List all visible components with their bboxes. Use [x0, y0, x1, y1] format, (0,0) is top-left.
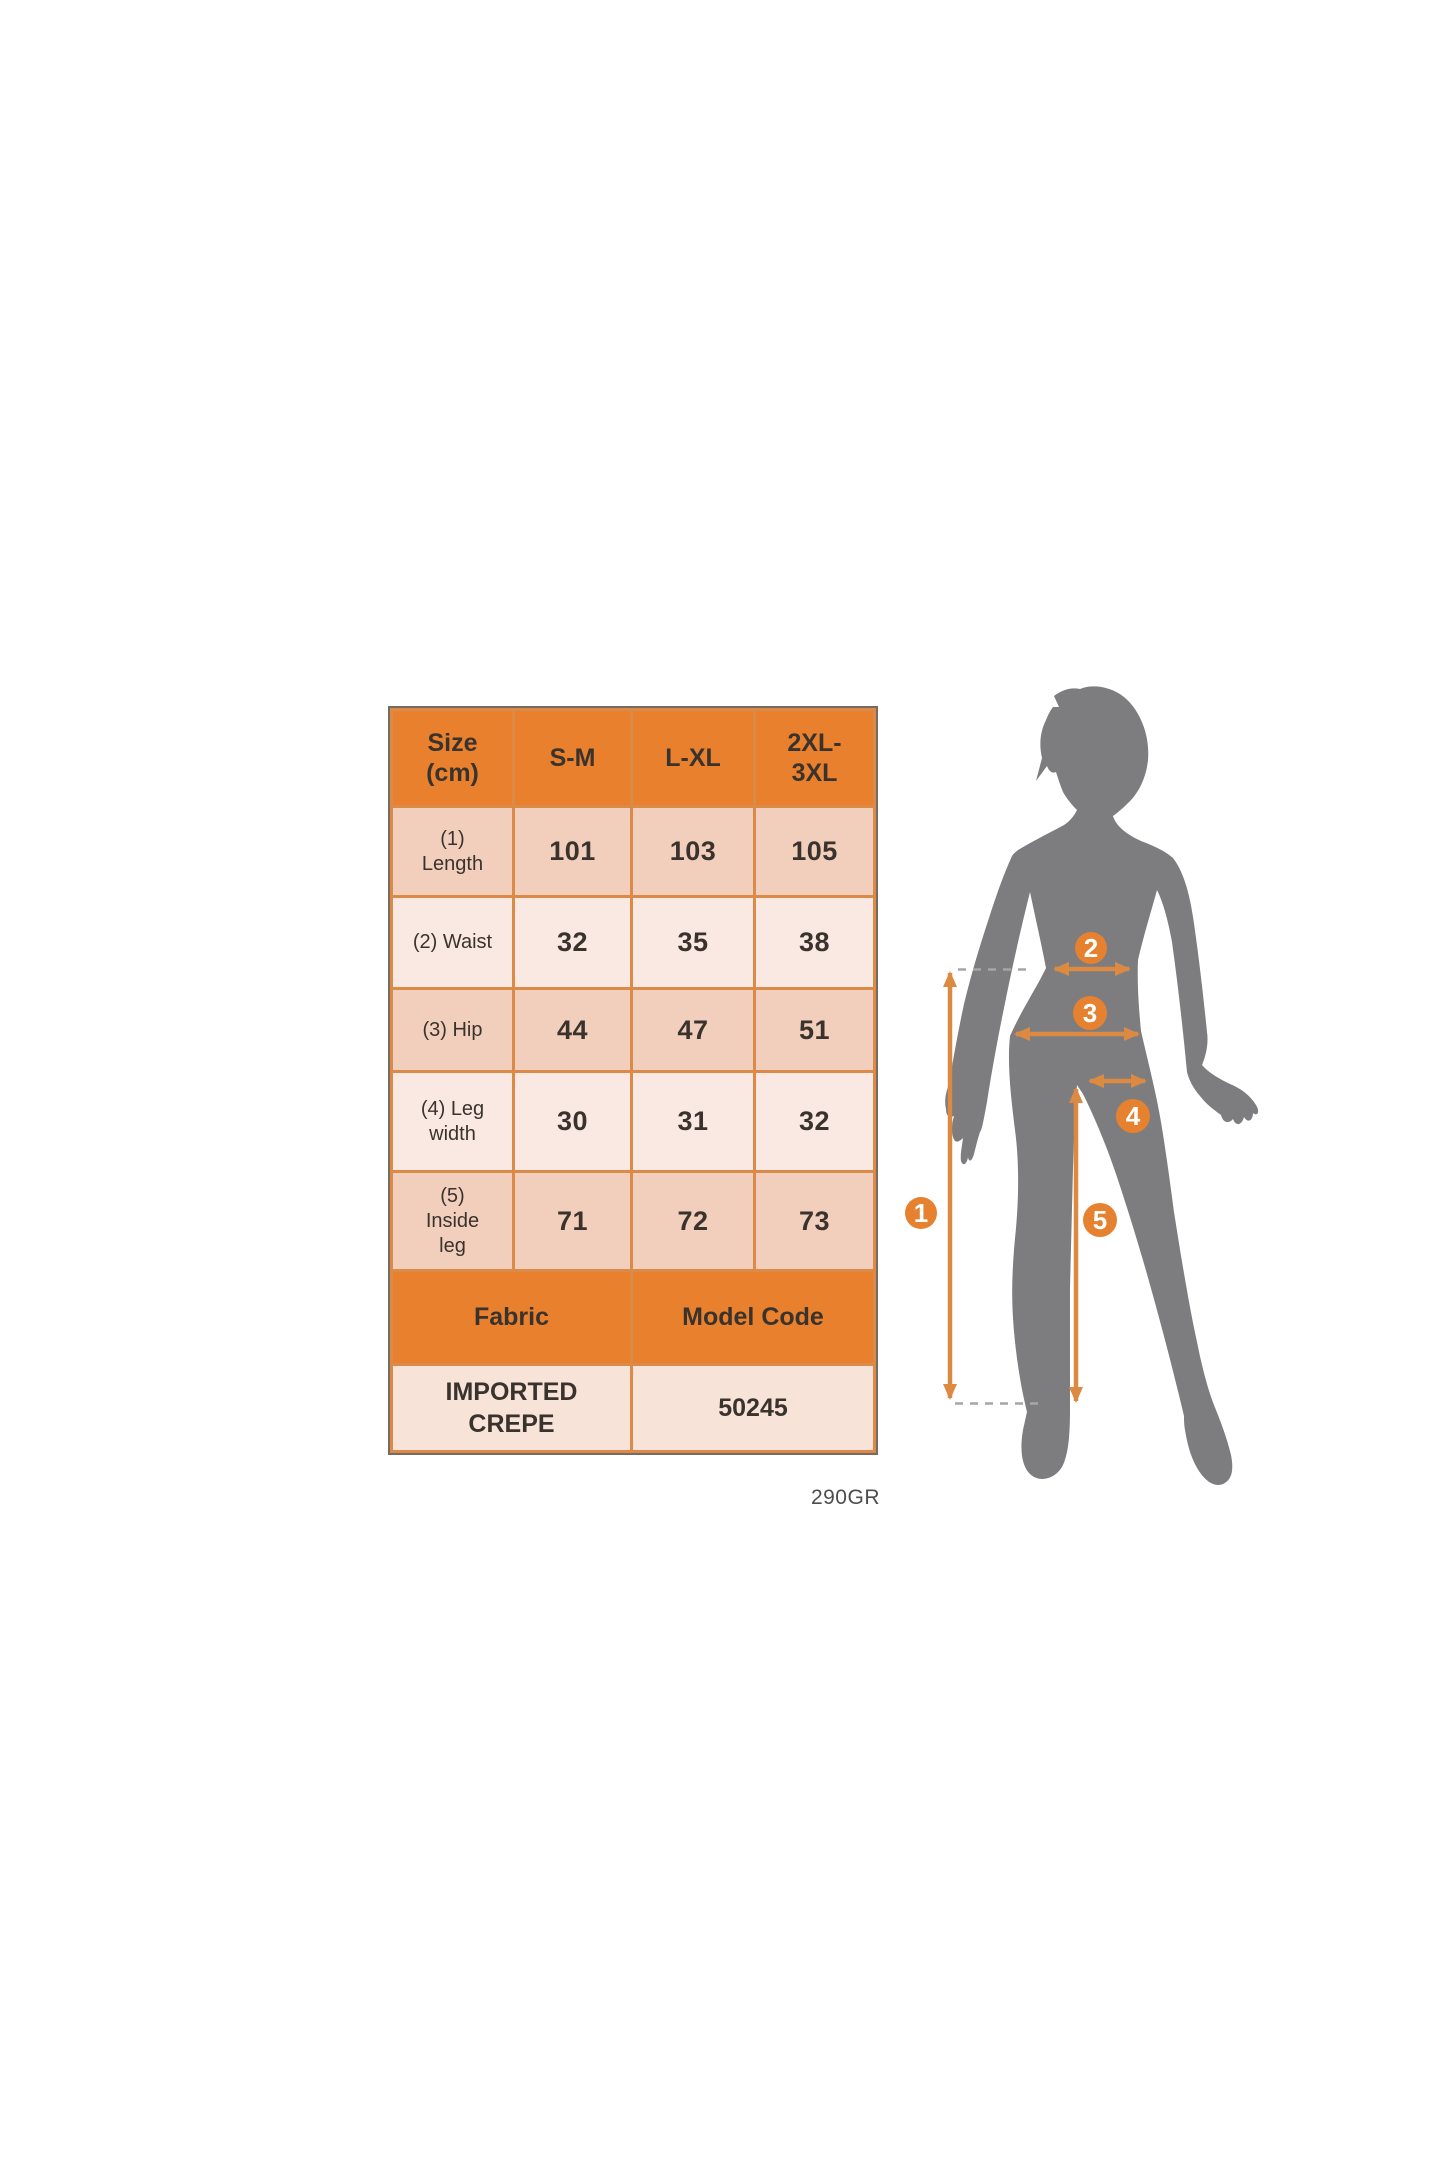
- marker-number-5: 5: [1093, 1205, 1107, 1235]
- marker-circle-3: [1073, 996, 1107, 1030]
- value-cell: 103: [630, 805, 756, 898]
- size-header-2xl3xl: 2XL- 3XL: [753, 708, 876, 808]
- row-label-waist: (2) Waist: [390, 895, 515, 990]
- female-silhouette: [945, 686, 1259, 1485]
- table-row-leg-width: (4) Leg width 30 31 32: [390, 1070, 876, 1173]
- value-cell: 44: [512, 987, 633, 1073]
- table-row-inside-leg: (5) Inside leg 71 72 73: [390, 1170, 876, 1272]
- size-header-sm: S-M: [512, 708, 633, 808]
- marker-circle-1: [905, 1197, 937, 1229]
- fabric-value: IMPORTED CREPE: [390, 1363, 633, 1453]
- size-table: Size (cm) S-M L-XL 2XL- 3XL (1) Length 1…: [390, 708, 876, 1453]
- value-cell: 32: [753, 1070, 876, 1173]
- value-cell: 105: [753, 805, 876, 898]
- body-measurement-figure: 1 2 3 4 5: [905, 686, 1259, 1485]
- table-row-waist: (2) Waist 32 35 38: [390, 895, 876, 990]
- size-chart: Size (cm) S-M L-XL 2XL- 3XL (1) Length 1…: [388, 706, 878, 1455]
- size-unit-header: Size (cm): [390, 708, 515, 808]
- marker-circle-2: [1075, 932, 1107, 964]
- weight-note: 290GR: [810, 1486, 880, 1509]
- model-code-value: 50245: [630, 1363, 876, 1453]
- marker-number-3: 3: [1083, 998, 1097, 1028]
- size-header-lxl: L-XL: [630, 708, 756, 808]
- value-cell: 32: [512, 895, 633, 990]
- marker-number-1: 1: [914, 1198, 928, 1228]
- value-cell: 101: [512, 805, 633, 898]
- value-cell: 30: [512, 1070, 633, 1173]
- table-row-length: (1) Length 101 103 105: [390, 805, 876, 898]
- row-label-inside-leg: (5) Inside leg: [390, 1170, 515, 1272]
- value-cell: 51: [753, 987, 876, 1073]
- value-cell: 38: [753, 895, 876, 990]
- value-cell: 71: [512, 1170, 633, 1272]
- marker-circle-5: [1083, 1203, 1117, 1237]
- marker-circle-4: [1116, 1099, 1150, 1133]
- row-label-length: (1) Length: [390, 805, 515, 898]
- row-label-leg-width: (4) Leg width: [390, 1070, 515, 1173]
- value-cell: 35: [630, 895, 756, 990]
- value-cell: 73: [753, 1170, 876, 1272]
- value-cell: 31: [630, 1070, 756, 1173]
- marker-number-2: 2: [1084, 933, 1098, 963]
- value-cell: 72: [630, 1170, 756, 1272]
- table-row-hip: (3) Hip 44 47 51: [390, 987, 876, 1073]
- model-code-header: Model Code: [630, 1269, 876, 1366]
- fabric-header: Fabric: [390, 1269, 633, 1366]
- value-cell: 47: [630, 987, 756, 1073]
- marker-number-4: 4: [1126, 1101, 1141, 1131]
- row-label-hip: (3) Hip: [390, 987, 515, 1073]
